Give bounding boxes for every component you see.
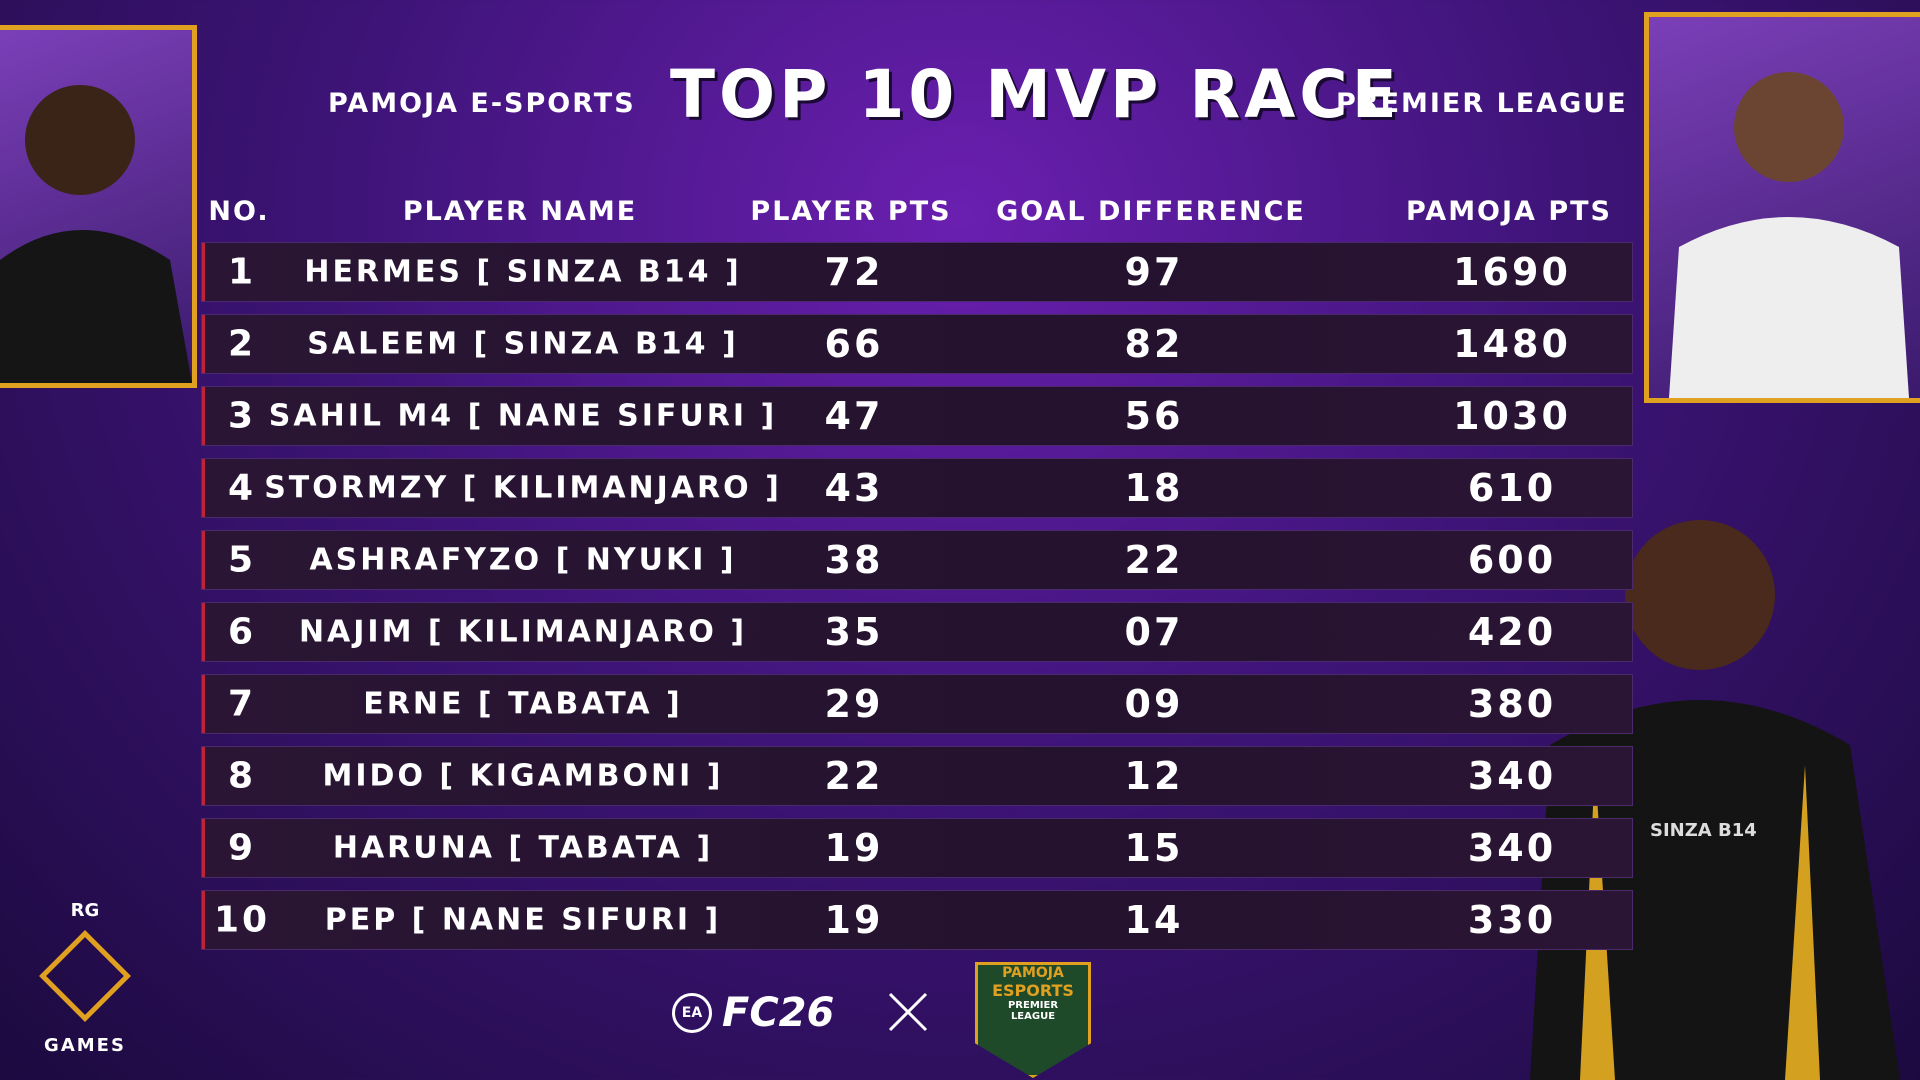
table-cell: 9 (227, 827, 257, 869)
table-row: 4 STORMZY [ KILIMANJARO ] 43 18 610 (202, 459, 1632, 517)
shirt-text: SINZA B14 (1650, 820, 1757, 841)
table-row: 5 ASHRAFYZO [ NYUKI ] 38 22 600 (202, 531, 1632, 589)
table-cell: 610 (1467, 466, 1557, 510)
table-cell: 43 (824, 466, 884, 510)
player-photo-left (0, 25, 197, 388)
header-right: PREMIER LEAGUE (1336, 88, 1628, 119)
column-header: GOAL DIFFERENCE (996, 196, 1306, 227)
table-row: 6 NAJIM [ KILIMANJARO ] 35 07 420 (202, 603, 1632, 661)
title: TOP 10 MVP RACE (670, 56, 1401, 133)
table-row: 1 HERMES [ SINZA B14 ] 72 97 1690 (202, 243, 1632, 301)
logo-text: ESPORTS (992, 981, 1074, 1000)
table-cell: 07 (1124, 610, 1184, 654)
rg-logo: RG GAMES (30, 900, 140, 1056)
logo-text: PREMIER (1007, 1000, 1059, 1011)
table-cell: PEP [ NANE SIFURI ] (324, 902, 722, 938)
table-cell: MIDO [ KIGAMBONI ] (322, 758, 724, 794)
player-silhouette (0, 85, 192, 383)
table-cell: 2 (227, 323, 257, 365)
table-cell: 14 (1124, 898, 1184, 942)
table-row: 2 SALEEM [ SINZA B14 ] 66 82 1480 (202, 315, 1632, 373)
player-silhouette (1669, 72, 1909, 398)
logo-mark (39, 930, 131, 1022)
table-cell: 6 (227, 611, 257, 653)
table-cell: 22 (824, 754, 884, 798)
table-cell: 72 (824, 250, 884, 294)
table-row: 3 SAHIL M4 [ NANE SIFURI ] 47 56 1030 (202, 387, 1632, 445)
table-cell: 56 (1124, 394, 1184, 438)
column-header: NO. (208, 196, 270, 227)
table-row: 7 ERNE [ TABATA ] 29 09 380 (202, 675, 1632, 733)
table-cell: 3 (227, 395, 257, 437)
table-cell: 1 (227, 251, 257, 293)
fc-text: FC26 (722, 990, 835, 1036)
table-cell: SALEEM [ SINZA B14 ] (307, 326, 739, 362)
table-row: 9 HARUNA [ TABATA ] 19 15 340 (202, 819, 1632, 877)
table-cell: 19 (824, 826, 884, 870)
table-cell: 340 (1467, 826, 1557, 870)
table-cell: NAJIM [ KILIMANJARO ] (298, 614, 748, 650)
table-cell: 35 (824, 610, 884, 654)
table-cell: 29 (824, 682, 884, 726)
logo-text: RG (70, 900, 100, 921)
table-cell: 340 (1467, 754, 1557, 798)
table-cell: 1690 (1453, 250, 1571, 294)
table-cell: HERMES [ SINZA B14 ] (304, 254, 742, 290)
table-cell: 1030 (1453, 394, 1571, 438)
table-cell: 420 (1467, 610, 1557, 654)
table-cell: 38 (824, 538, 884, 582)
table-cell: 18 (1124, 466, 1184, 510)
table-cell: ERNE [ TABATA ] (363, 686, 683, 722)
table-cell: 5 (227, 539, 257, 581)
table-cell: 600 (1467, 538, 1557, 582)
table-cell: 7 (227, 683, 257, 725)
table-cell: 10 (213, 899, 271, 941)
table-cell: 22 (1124, 538, 1184, 582)
player-photo-right (1644, 12, 1920, 403)
table-cell: HARUNA [ TABATA ] (332, 830, 714, 866)
table-cell: 82 (1124, 322, 1184, 366)
table-cell: 380 (1467, 682, 1557, 726)
table-cell: 66 (824, 322, 884, 366)
pamoja-logo: PAMOJA ESPORTS PREMIER LEAGUE (975, 962, 1091, 1078)
table-cell: 12 (1124, 754, 1184, 798)
table-cell: 8 (227, 755, 257, 797)
fc-logo: EA FC26 (672, 990, 834, 1036)
table-cell: 1480 (1453, 322, 1571, 366)
logo-text: LEAGUE (1010, 1011, 1056, 1022)
column-header: PLAYER NAME (402, 196, 638, 227)
ea-logo: EA (672, 993, 712, 1033)
column-header: PLAYER PTS (750, 196, 952, 227)
table-cell: SAHIL M4 [ NANE SIFURI ] (268, 398, 778, 434)
table-cell: 97 (1124, 250, 1184, 294)
logo-text: PAMOJA (1002, 965, 1064, 981)
cross (888, 992, 928, 1032)
table-cell: 47 (824, 394, 884, 438)
table-cell: 09 (1124, 682, 1184, 726)
header-left: PAMOJA E-SPORTS (328, 88, 636, 119)
table-cell: 19 (824, 898, 884, 942)
table-cell: 15 (1124, 826, 1184, 870)
table-row: 8 MIDO [ KIGAMBONI ] 22 12 340 (202, 747, 1632, 805)
table-row: 10 PEP [ NANE SIFURI ] 19 14 330 (202, 891, 1632, 949)
table-cell: ASHRAFYZO [ NYUKI ] (309, 542, 737, 578)
logo-text: GAMES (44, 1035, 126, 1056)
column-header: PAMOJA PTS (1405, 196, 1613, 227)
table-cell: 4 (227, 467, 257, 509)
table-cell: 330 (1467, 898, 1557, 942)
table-cell: STORMZY [ KILIMANJARO ] (264, 470, 782, 506)
